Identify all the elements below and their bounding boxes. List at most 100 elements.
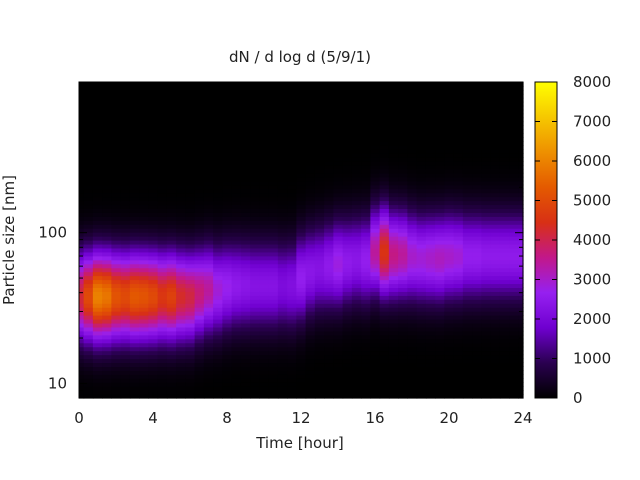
heatmap-cell xyxy=(287,240,297,245)
heatmap-cell xyxy=(379,101,390,107)
heatmap-cell xyxy=(79,366,85,371)
heatmap-cell xyxy=(287,259,297,265)
heatmap-cell xyxy=(92,228,103,233)
heatmap-cell xyxy=(157,125,168,130)
heatmap-cell xyxy=(129,109,140,115)
heatmap-cell xyxy=(388,109,399,115)
heatmap-cell xyxy=(499,97,510,103)
heatmap-cell xyxy=(240,168,251,174)
heatmap-cell xyxy=(342,180,353,186)
heatmap-cell xyxy=(435,93,445,99)
heatmap-cell xyxy=(102,354,112,360)
heatmap-cell xyxy=(185,243,196,249)
heatmap-cell xyxy=(203,168,214,174)
heatmap-cell xyxy=(166,263,177,269)
heatmap-cell xyxy=(379,224,390,229)
heatmap-cell xyxy=(351,93,362,99)
heatmap-cell xyxy=(139,192,149,198)
heatmap-cell xyxy=(453,350,464,356)
heatmap-cell xyxy=(166,220,177,225)
heatmap-cell xyxy=(370,374,381,379)
heatmap-cell xyxy=(176,295,186,300)
heatmap-cell xyxy=(361,85,371,91)
heatmap-cell xyxy=(379,267,390,273)
heatmap-cell xyxy=(425,334,436,340)
heatmap-cell xyxy=(166,330,177,336)
heatmap-cell xyxy=(333,180,344,186)
heatmap-cell xyxy=(388,358,399,364)
heatmap-cell xyxy=(509,394,519,399)
heatmap-cell xyxy=(148,243,159,249)
heatmap-cell xyxy=(416,141,427,146)
heatmap-cell xyxy=(314,137,325,142)
heatmap-cell xyxy=(314,196,325,202)
heatmap-cell xyxy=(425,125,436,130)
heatmap-cell xyxy=(416,330,427,336)
heatmap-cell xyxy=(250,291,260,296)
heatmap-cell xyxy=(361,196,371,202)
heatmap-cell xyxy=(509,89,519,95)
heatmap-cell xyxy=(518,153,524,158)
heatmap-cell xyxy=(185,390,196,395)
heatmap-cell xyxy=(351,129,362,134)
heatmap-cell xyxy=(444,338,455,344)
heatmap-cell xyxy=(157,93,168,99)
heatmap-cell xyxy=(361,283,371,288)
heatmap-cell xyxy=(129,208,140,213)
heatmap-cell xyxy=(342,85,353,91)
heatmap-cell xyxy=(231,168,242,174)
heatmap-cell xyxy=(240,137,251,142)
heatmap-cell xyxy=(92,354,103,360)
heatmap-cell xyxy=(157,346,168,352)
heatmap-cell xyxy=(102,362,112,367)
heatmap-cell xyxy=(407,362,418,367)
heatmap-cell xyxy=(287,161,297,166)
heatmap-cell xyxy=(250,247,260,253)
heatmap-cell xyxy=(509,176,519,182)
heatmap-cell xyxy=(139,97,149,103)
heatmap-cell xyxy=(139,334,149,340)
heatmap-cell xyxy=(342,295,353,300)
heatmap-cell xyxy=(120,113,131,119)
heatmap-cell xyxy=(259,299,270,304)
heatmap-cell xyxy=(379,283,390,288)
heatmap-cell xyxy=(490,307,501,312)
heatmap-cell xyxy=(490,366,501,371)
heatmap-cell xyxy=(176,176,186,182)
heatmap-cell xyxy=(240,303,251,308)
heatmap-cell xyxy=(462,240,473,245)
heatmap-cell xyxy=(157,386,168,391)
heatmap-cell xyxy=(166,145,177,150)
heatmap-cell xyxy=(314,200,325,206)
heatmap-cell xyxy=(102,212,112,217)
heatmap-cell xyxy=(194,212,205,217)
heatmap-cell xyxy=(351,153,362,158)
heatmap-cell xyxy=(388,133,399,138)
heatmap-cell xyxy=(111,164,122,170)
heatmap-cell xyxy=(333,247,344,253)
heatmap-cell xyxy=(111,263,122,269)
heatmap-cell xyxy=(92,362,103,367)
heatmap-cell xyxy=(361,153,371,158)
heatmap-cell xyxy=(148,370,159,375)
heatmap-cell xyxy=(259,263,270,269)
heatmap-cell xyxy=(425,370,436,375)
heatmap-cell xyxy=(370,315,381,320)
heatmap-cell xyxy=(166,315,177,320)
heatmap-cell xyxy=(129,291,140,296)
heatmap-cell xyxy=(268,125,279,130)
heatmap-cell xyxy=(296,322,307,328)
heatmap-cell xyxy=(250,137,260,142)
heatmap-cell xyxy=(222,232,233,237)
heatmap-cell xyxy=(324,358,334,364)
heatmap-cell xyxy=(444,315,455,320)
heatmap-cell xyxy=(462,117,473,123)
heatmap-cell xyxy=(518,283,524,288)
heatmap-cell xyxy=(79,129,85,134)
heatmap-cell xyxy=(425,216,436,221)
heatmap-cell xyxy=(213,196,223,202)
heatmap-cell xyxy=(416,287,427,292)
heatmap-cell xyxy=(379,287,390,292)
heatmap-cell xyxy=(472,287,482,292)
heatmap-cell xyxy=(333,101,344,107)
